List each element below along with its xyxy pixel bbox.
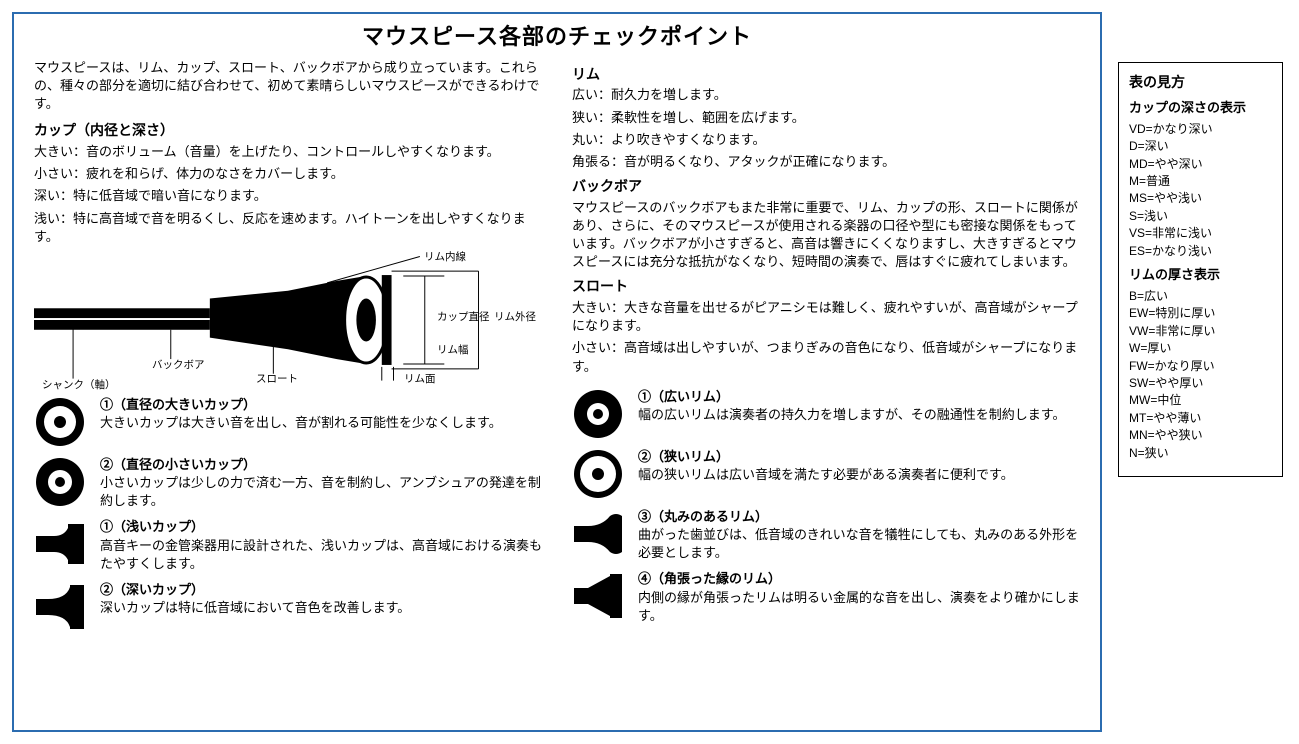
rim-item-1-title: （広いリム）: [651, 389, 729, 404]
legend-cup-2: MD=やや深い: [1129, 156, 1272, 173]
page-title: マウスピース各部のチェックポイント: [34, 22, 1080, 53]
label-backbore: バックボア: [152, 358, 205, 373]
rim-item-1-num: ①: [638, 389, 651, 404]
cup-heading: カップ（内径と深さ）: [34, 121, 542, 141]
legend-cup-7: ES=かなり浅い: [1129, 243, 1272, 260]
cup-item-3-num: ①: [100, 519, 113, 534]
legend-rim-thick-heading: リムの厚さ表示: [1129, 266, 1272, 284]
small-cup-ring-icon: [34, 456, 86, 508]
cup-item-4-title: （深いカップ）: [113, 582, 204, 597]
rim-item-2: ②（狭いリム） 幅の狭いリムは広い音域を満たす必要がある演奏者に便利です。: [572, 448, 1080, 500]
mouthpiece-diagram: リム内線 カップ直径 リム外径 リム幅 リム面 スロート バックボア シャンク（…: [34, 250, 542, 390]
rim-line-1: 狭い：柔軟性を増し、範囲を広げます。: [572, 109, 1080, 127]
legend-cup-4: MS=やや浅い: [1129, 190, 1272, 207]
legend-cup-1: D=深い: [1129, 138, 1272, 155]
legend-rim-2: VW=非常に厚い: [1129, 323, 1272, 340]
cup-item-3-desc: 高音キーの金管楽器用に設計された、浅いカップは、高音域における演奏もたやすくしま…: [100, 537, 542, 573]
deep-cup-profile-icon: [34, 581, 86, 633]
label-cup-dia: カップ直径: [437, 310, 490, 325]
rim-item-3-num: ③: [638, 509, 651, 524]
right-column: リム 広い：耐久力を増します。 狭い：柔軟性を増し、範囲を広げます。 丸い：より…: [572, 59, 1080, 709]
cup-line-2: 深い：特に低音域で暗い音になります。: [34, 187, 542, 205]
label-rim-outer: リム外径: [494, 310, 536, 325]
intro-text: マウスピースは、リム、カップ、スロート、バックボアから成り立っています。これらの…: [34, 59, 542, 114]
cup-item-2-num: ②: [100, 457, 113, 472]
legend-cup-depth-heading: カップの深さの表示: [1129, 99, 1272, 117]
rim-item-4-desc: 内側の縁が角張ったリムは明るい金属的な音を出し、演奏をより確かにします。: [638, 589, 1080, 625]
rim-item-4-num: ④: [638, 571, 651, 586]
legend-rim-9: N=狭い: [1129, 445, 1272, 462]
legend-rim-3: W=厚い: [1129, 340, 1272, 357]
shallow-cup-profile-icon: [34, 518, 86, 570]
rim-item-1-desc: 幅の広いリムは演奏者の持久力を増しますが、その融通性を制約します。: [638, 406, 1080, 424]
cup-item-3-title: （浅いカップ）: [113, 519, 204, 534]
legend-rim-8: MN=やや狭い: [1129, 427, 1272, 444]
legend-cup-3: M=普通: [1129, 173, 1272, 190]
sharp-rim-profile-icon: [572, 570, 624, 622]
cup-item-1-desc: 大きいカップは大きい音を出し、音が割れる可能性を少なくします。: [100, 414, 542, 432]
rim-item-2-desc: 幅の狭いリムは広い音域を満たす必要がある演奏者に便利です。: [638, 466, 1080, 484]
rim-line-2: 丸い：より吹きやすくなります。: [572, 131, 1080, 149]
cup-item-4-num: ②: [100, 582, 113, 597]
cup-item-4-desc: 深いカップは特に低音域において音色を改善します。: [100, 599, 542, 617]
wide-rim-ring-icon: [572, 388, 624, 440]
narrow-rim-ring-icon: [572, 448, 624, 500]
rim-line-3: 角張る：音が明るくなり、アタックが正確になります。: [572, 153, 1080, 171]
cup-item-1-title: （直径の大きいカップ）: [113, 397, 256, 412]
cup-item-3: ①（浅いカップ） 高音キーの金管楽器用に設計された、浅いカップは、高音域における…: [34, 518, 542, 573]
cup-item-2-title: （直径の小さいカップ）: [113, 457, 256, 472]
label-rim-width: リム幅: [437, 343, 469, 358]
rim-item-4-title: （角張った縁のリム）: [651, 571, 781, 586]
backbore-body: マウスピースのバックボアもまた非常に重要で、リム、カップの形、スロートに関係があ…: [572, 199, 1080, 272]
cup-item-4: ②（深いカップ） 深いカップは特に低音域において音色を改善します。: [34, 581, 542, 633]
rim-item-1: ①（広いリム） 幅の広いリムは演奏者の持久力を増しますが、その融通性を制約します…: [572, 388, 1080, 440]
rim-item-3-title: （丸みのあるリム）: [651, 509, 768, 524]
cup-item-2-desc: 小さいカップは少しの力で済む一方、音を制約し、アンブシュアの発達を制約します。: [100, 474, 542, 510]
legend-heading: 表の見方: [1129, 73, 1272, 93]
rim-item-3-desc: 曲がった歯並びは、低音域のきれいな音を犠牲にしても、丸みのある外形を必要とします…: [638, 526, 1080, 562]
cup-line-1: 小さい：疲れを和らげ、体力のなさをカバーします。: [34, 165, 542, 183]
legend-rim-5: SW=やや厚い: [1129, 375, 1272, 392]
legend-rim-7: MT=やや薄い: [1129, 410, 1272, 427]
throat-line-0: 大きい：大きな音量を出せるがピアニシモは難しく、疲れやすいが、高音域がシャープに…: [572, 299, 1080, 335]
cup-item-1: ①（直径の大きいカップ） 大きいカップは大きい音を出し、音が割れる可能性を少なく…: [34, 396, 542, 448]
label-rim-inner: リム内線: [424, 250, 466, 265]
label-shank: シャンク（軸）: [42, 378, 116, 393]
rim-item-2-num: ②: [638, 449, 651, 464]
throat-heading: スロート: [572, 277, 1080, 297]
label-rim-face: リム面: [404, 372, 436, 387]
legend-cup-6: VS=非常に浅い: [1129, 225, 1272, 242]
legend-cup-5: S=浅い: [1129, 208, 1272, 225]
rim-line-0: 広い：耐久力を増します。: [572, 86, 1080, 104]
backbore-heading: バックボア: [572, 177, 1080, 197]
round-rim-profile-icon: [572, 508, 624, 560]
large-cup-ring-icon: [34, 396, 86, 448]
cup-line-3: 浅い：特に高音域で音を明るくし、反応を速めます。ハイトーンを出しやすくなります。: [34, 210, 542, 246]
cup-item-1-num: ①: [100, 397, 113, 412]
rim-item-4: ④（角張った縁のリム） 内側の縁が角張ったリムは明るい金属的な音を出し、演奏をよ…: [572, 570, 1080, 625]
left-column: マウスピースは、リム、カップ、スロート、バックボアから成り立っています。これらの…: [34, 59, 542, 709]
legend-rim-6: MW=中位: [1129, 392, 1272, 409]
main-panel: マウスピース各部のチェックポイント マウスピースは、リム、カップ、スロート、バッ…: [12, 12, 1102, 732]
rim-item-2-title: （狭いリム）: [651, 449, 729, 464]
legend-rim-4: FW=かなり厚い: [1129, 358, 1272, 375]
cup-item-2: ②（直径の小さいカップ） 小さいカップは少しの力で済む一方、音を制約し、アンブシ…: [34, 456, 542, 511]
throat-line-1: 小さい：高音域は出しやすいが、つまりぎみの音色になり、低音域がシャープになります…: [572, 339, 1080, 375]
rim-heading: リム: [572, 65, 1080, 85]
cup-line-0: 大きい：音のボリューム（音量）を上げたり、コントロールしやすくなります。: [34, 143, 542, 161]
legend-rim-1: EW=特別に厚い: [1129, 305, 1272, 322]
legend-cup-0: VD=かなり深い: [1129, 121, 1272, 138]
label-throat: スロート: [256, 372, 298, 387]
legend-panel: 表の見方 カップの深さの表示 VD=かなり深い D=深い MD=やや深い M=普…: [1118, 62, 1283, 477]
legend-rim-0: B=広い: [1129, 288, 1272, 305]
rim-item-3: ③（丸みのあるリム） 曲がった歯並びは、低音域のきれいな音を犠牲にしても、丸みの…: [572, 508, 1080, 563]
